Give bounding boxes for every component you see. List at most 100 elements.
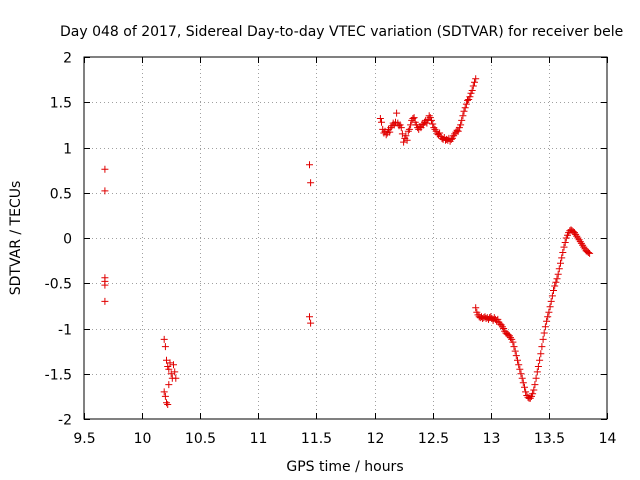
data-point (577, 239, 585, 247)
data-point (450, 132, 458, 140)
data-point (461, 104, 469, 112)
data-point (430, 124, 438, 132)
data-point (457, 121, 465, 129)
data-point (472, 304, 480, 312)
data-point (521, 383, 528, 391)
x-tick-label: 13.5 (534, 431, 565, 447)
data-point (572, 230, 580, 238)
y-tick-label: 0.5 (50, 187, 72, 203)
data-point (543, 317, 551, 325)
data-point (580, 243, 588, 251)
y-tick-label: 0 (63, 232, 72, 248)
data-point (534, 363, 542, 370)
data-point (514, 356, 521, 364)
data-point (458, 116, 466, 124)
data-point (101, 187, 109, 195)
data-point (403, 136, 411, 144)
data-point (552, 278, 560, 286)
data-point (559, 249, 567, 256)
x-tick-label: 13 (483, 431, 501, 447)
data-point (547, 297, 555, 305)
y-axis-label: SDTVAR / TECUs (8, 181, 24, 296)
data-point (517, 370, 525, 378)
data-point (558, 254, 566, 262)
data-point (166, 359, 174, 367)
data-point (546, 303, 554, 311)
data-point (164, 401, 172, 408)
x-tick-label: 12.5 (418, 431, 449, 447)
x-tick-label: 11 (250, 431, 268, 447)
data-point (557, 259, 564, 267)
y-tick-label: -0.5 (45, 277, 72, 293)
data-point (510, 343, 518, 351)
data-point (511, 347, 519, 355)
data-point (551, 282, 559, 290)
data-point (428, 116, 435, 124)
data-point (165, 381, 173, 389)
x-tick-label: 14 (599, 431, 617, 447)
data-point (171, 368, 179, 376)
data-point (376, 115, 384, 122)
data-point (160, 335, 168, 343)
data-point (402, 132, 410, 140)
data-point (398, 130, 406, 138)
data-point (532, 374, 540, 382)
data-point (397, 124, 405, 132)
data-point (466, 93, 474, 101)
data-point (498, 323, 506, 331)
data-point (469, 82, 477, 90)
data-point (575, 236, 583, 244)
x-axis-label: GPS time / hours (286, 459, 403, 475)
grid (84, 57, 607, 419)
data-point (522, 388, 530, 396)
data-point (464, 96, 471, 104)
data-point (539, 335, 547, 343)
data-point (459, 112, 467, 120)
chart-title: Day 048 of 2017, Sidereal Day-to-day VTE… (60, 24, 623, 40)
data-point (393, 109, 401, 117)
data-point (307, 319, 315, 327)
data-point (515, 361, 523, 369)
data-point (553, 275, 561, 283)
data-point (554, 270, 562, 278)
axis-ticks (84, 57, 608, 420)
data-point (378, 118, 385, 126)
data-point (161, 343, 169, 351)
data-point (545, 308, 553, 316)
x-tick-label: 12 (367, 431, 385, 447)
data-point (516, 365, 524, 373)
y-tick-label: -1.5 (45, 368, 72, 384)
data-point (555, 265, 563, 273)
data-point (544, 313, 552, 321)
data-point (165, 365, 173, 373)
y-tick-label: 1 (63, 142, 72, 158)
data-point (400, 138, 408, 146)
data-point (509, 338, 517, 346)
data-point (529, 390, 537, 398)
data-point (101, 297, 109, 305)
y-tick-label: -1 (58, 323, 72, 339)
data-point (519, 379, 527, 387)
data-point (460, 107, 468, 115)
data-point (431, 125, 439, 133)
data-point (447, 135, 455, 143)
data-point (507, 334, 514, 342)
data-point (518, 374, 526, 382)
data-point (161, 392, 169, 400)
x-tick-label: 11.5 (301, 431, 332, 447)
data-point (487, 313, 495, 321)
y-tick-label: 1.5 (50, 96, 72, 112)
data-point (536, 356, 544, 364)
data-point (468, 87, 476, 94)
data-point (307, 179, 315, 187)
data-point (410, 114, 418, 122)
data-point (163, 399, 170, 407)
data-point (541, 323, 549, 331)
data-point (172, 374, 180, 382)
data-point (404, 127, 412, 135)
data-point (429, 120, 437, 128)
data-point (101, 281, 109, 289)
data-point (101, 165, 109, 173)
data-point (586, 249, 594, 257)
